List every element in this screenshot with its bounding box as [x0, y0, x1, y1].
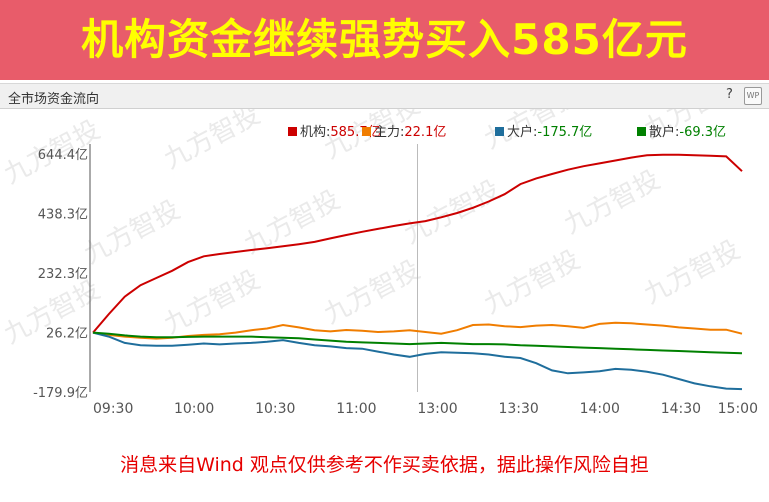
x-tick-label: 14:30 [661, 401, 701, 417]
legend-swatch [495, 127, 504, 136]
help-icon[interactable]: ? [726, 87, 733, 102]
legend-swatch [637, 127, 646, 136]
x-tick-label: 13:30 [498, 401, 538, 417]
fund-flow-panel: 全市场资金流向 ? WP 九方智投 九方智投 九方智投 九方智投 九方智投 九方智投 九方智… [0, 83, 769, 424]
watermark-text: 九方智投 [319, 255, 425, 330]
headline-banner: 机构资金继续强势买入585亿元 [0, 0, 769, 80]
panel-header: 全市场资金流向 ? WP [0, 84, 769, 109]
series-line-2 [92, 321, 743, 340]
y-tick-label: 232.3亿 [38, 267, 88, 282]
y-tick-label: 438.3亿 [38, 208, 88, 223]
watermark-text: 九方智投 [79, 195, 185, 270]
disclaimer-text: 消息来自Wind 观点仅供参考不作买卖依据，据此操作风险自担 [120, 454, 649, 476]
y-tick-label: -179.9亿 [33, 386, 88, 401]
x-tick-label: 10:00 [174, 401, 214, 417]
panel-title: 全市场资金流向 [8, 92, 100, 107]
legend-item: 大户:-175.7亿 [507, 124, 592, 140]
y-tick-label: 26.2亿 [46, 326, 88, 341]
watermark-text: 九方智投 [479, 245, 585, 320]
x-tick-label: 15:00 [718, 401, 758, 417]
wp-icon[interactable]: WP [744, 87, 762, 105]
watermark-text: 九方智投 [159, 109, 265, 175]
x-tick-label: 13:00 [417, 401, 457, 417]
x-tick-label: 09:30 [93, 401, 133, 417]
x-tick-label: 11:00 [336, 401, 376, 417]
headline-title: 机构资金继续强势买入585亿元 [81, 15, 688, 64]
x-tick-label: 14:00 [580, 401, 620, 417]
legend-item: 散户:-69.3亿 [649, 124, 726, 140]
y-tick-label: 644.4亿 [38, 148, 88, 163]
legend-item: 主力:22.1亿 [374, 125, 446, 140]
watermark-text: 九方智投 [559, 165, 665, 240]
x-tick-label: 10:30 [255, 401, 295, 417]
legend-swatch [362, 127, 371, 136]
series-line-3 [92, 331, 743, 391]
watermark-text: 九方智投 [159, 265, 265, 340]
series-line-1 [92, 153, 743, 334]
watermark-text: 九方智投 [639, 235, 745, 310]
legend-swatch [288, 127, 297, 136]
series-line-4 [92, 331, 743, 355]
watermark-text: 九方智投 [399, 175, 505, 250]
